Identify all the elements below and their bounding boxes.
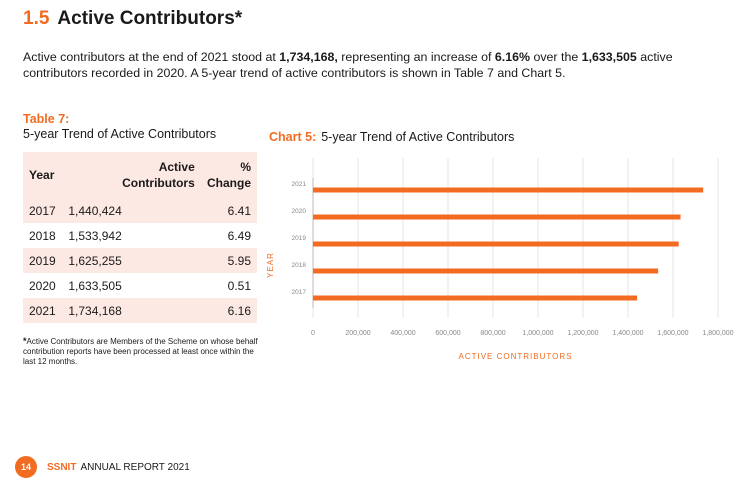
x-tick-label: 400,000: [390, 330, 415, 337]
y-tick-label: 2019: [292, 235, 307, 242]
header-percent-change: % Change: [206, 160, 251, 190]
page-number: 14: [15, 456, 37, 478]
table-subtitle: 5-year Trend of Active Contributors: [23, 127, 217, 141]
cell-change: 6.49: [227, 228, 251, 243]
intro-bold: 6.16%: [494, 50, 531, 64]
table-footnote: *Active Contributors are Members of the …: [23, 336, 263, 367]
y-tick-label: 2020: [292, 208, 307, 215]
cell-change: 0.51: [227, 278, 251, 293]
intro-bold: 1,734,168,: [279, 50, 338, 64]
y-tick-label: 2018: [292, 262, 307, 269]
section-heading: 1.5 Active Contributors*: [23, 8, 242, 30]
table-row: 2017 1,440,424 6.41: [23, 198, 257, 223]
intro-paragraph: Active contributors at the end of 2021 s…: [23, 49, 713, 81]
cell-contributors: 1,533,942: [68, 228, 122, 243]
y-axis-title: YEAR: [266, 252, 275, 278]
table-row: 2021 1,734,168 6.16: [23, 298, 257, 323]
bar-2018: [313, 268, 659, 274]
cell-year: 2021: [29, 303, 56, 318]
cell-change: 6.16: [227, 303, 251, 318]
cell-year: 2019: [29, 253, 56, 268]
cell-year: 2017: [29, 203, 56, 218]
table-row: 2019 1,625,255 5.95: [23, 248, 257, 273]
chart-label: Chart 5:: [269, 130, 317, 144]
bar-2017: [313, 295, 638, 301]
x-tick-label: 800,000: [480, 330, 505, 337]
contributors-table: Year Active Contributors % Change 2017 1,4…: [23, 152, 257, 323]
cell-year: 2018: [29, 228, 56, 243]
x-tick-label: 1,200,000: [567, 330, 598, 337]
footer-brand: SSNIT: [47, 461, 77, 473]
intro-text: over the: [530, 50, 582, 64]
intro-text: representing an increase of: [337, 50, 495, 64]
chart-title-text: 5-year Trend of Active Contributors: [321, 130, 515, 144]
table-label: Table 7:: [23, 112, 70, 126]
footer-text: ANNUAL REPORT 2021: [80, 461, 190, 473]
footnote-text: Active Contributors are Members of the S…: [23, 337, 258, 366]
active-contributors-bar-chart: 0 200,000 400,000 600,000 800,000 1,000,000 1,…: [266, 158, 734, 361]
table-row: 2020 1,633,505 0.51: [23, 273, 257, 298]
intro-text: active contributors recorded in 2020. A …: [23, 50, 673, 80]
x-tick-label: 600,000: [435, 330, 460, 337]
cell-year: 2020: [29, 278, 56, 293]
cell-change: 6.41: [227, 203, 251, 218]
chart-title: Chart 5: 5-year Trend of Active Contribut…: [269, 130, 514, 144]
bar-2019: [313, 241, 679, 247]
cell-contributors: 1,633,505: [68, 278, 122, 293]
cell-contributors: 1,625,255: [68, 253, 122, 268]
x-tick-label: 1,600,000: [657, 330, 688, 337]
cell-contributors: 1,440,424: [68, 203, 122, 218]
intro-bold: 1,633,505: [581, 50, 637, 64]
x-tick-label: 0: [311, 330, 315, 337]
section-title: Active Contributors*: [57, 8, 243, 29]
y-tick-label: 2021: [292, 181, 307, 188]
table-header-row: Year Active Contributors % Change: [23, 152, 257, 198]
bar-2020: [313, 214, 681, 220]
header-active-contributors: Active Contributors: [122, 160, 195, 190]
cell-change: 5.95: [227, 253, 251, 268]
page-footer: 14 SSNIT ANNUAL REPORT 2021: [15, 456, 190, 478]
cell-contributors: 1,734,168: [68, 303, 122, 318]
bar-2021: [313, 187, 704, 193]
section-number: 1.5: [23, 8, 50, 29]
x-tick-label: 1,400,000: [612, 330, 643, 337]
intro-text: Active contributors at the end of 2021 s…: [23, 50, 280, 64]
x-axis-title: ACTIVE CONTRIBUTORS: [459, 352, 573, 361]
x-tick-label: 200,000: [345, 330, 370, 337]
y-tick-label: 2017: [292, 289, 307, 296]
footnote-star: *: [23, 336, 27, 346]
x-tick-label: 1,800,000: [702, 330, 733, 337]
x-tick-label: 1,000,000: [522, 330, 553, 337]
header-year: Year: [29, 168, 55, 182]
table-row: 2018 1,533,942 6.49: [23, 223, 257, 248]
